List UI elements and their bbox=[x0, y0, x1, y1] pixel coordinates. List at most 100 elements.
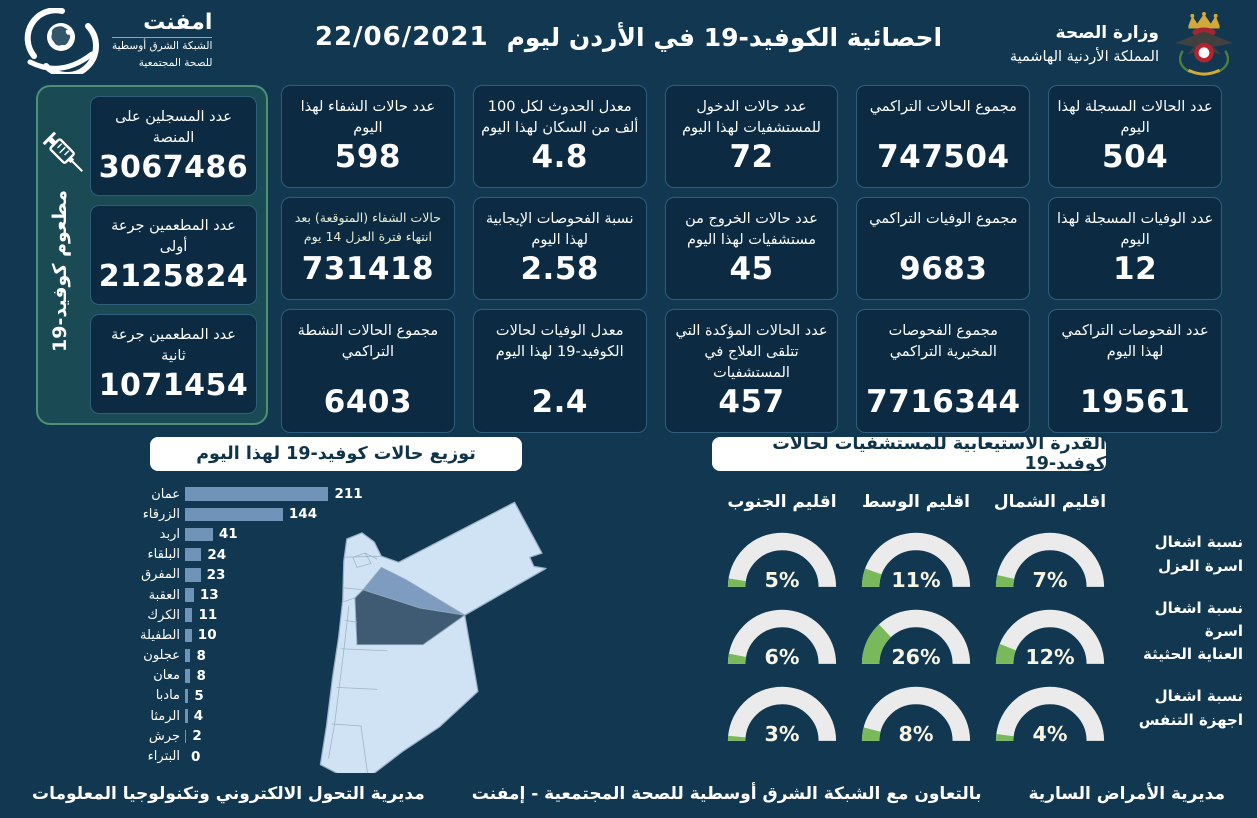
stat-label: معدل الحدوث لكل 100 ألف من السكان لهذا ا… bbox=[481, 99, 639, 137]
vaccine-card-value: 2125824 bbox=[98, 259, 249, 294]
stat-label: عدد الحالات المؤكدة التي تتلقى العلاج في… bbox=[675, 323, 828, 382]
capacity-title-badge: القدرة الاستيعابية للمستشفيات لحالات كوف… bbox=[712, 434, 1106, 474]
vaccine-card-value: 3067486 bbox=[98, 150, 249, 185]
stat-card-incidence-rate: معدل الحدوث لكل 100 ألف من السكان لهذا ا… bbox=[472, 85, 647, 189]
svg-text:5%: 5% bbox=[765, 568, 800, 592]
stat-value: 731418 bbox=[301, 251, 435, 288]
emphnet-globe-icon bbox=[24, 8, 99, 74]
bar-row: الرمثا 4 bbox=[100, 706, 370, 726]
capacity-row-label: نسبة اشغال اسرة العناية الحثيثة bbox=[1143, 598, 1243, 664]
case-bar bbox=[185, 507, 283, 522]
emphnet-name: امفنت bbox=[112, 10, 213, 38]
bar-row: عجلون 8 bbox=[100, 646, 370, 666]
bar-row: المفرق 23 bbox=[100, 565, 370, 585]
bar-row: مادبا 5 bbox=[100, 686, 370, 706]
svg-text:6%: 6% bbox=[765, 645, 800, 669]
stat-label: مجموع الفحوصات المخبرية التراكمي bbox=[888, 323, 998, 361]
region-header: اقليم الجنوب bbox=[727, 492, 837, 512]
syringe-icon bbox=[40, 129, 92, 181]
stat-card-fatality-rate: معدل الوفيات لحالات الكوفيد-19 لهذا اليو… bbox=[472, 309, 647, 434]
stat-value: 45 bbox=[729, 251, 774, 288]
vaccine-card-value: 1071454 bbox=[98, 368, 249, 403]
governorate-label: البتراء bbox=[147, 749, 180, 765]
region-header: اقليم الوسط bbox=[862, 492, 970, 512]
case-count: 41 bbox=[218, 526, 238, 543]
bar-row: العقبة 13 bbox=[100, 585, 370, 605]
bar-row: الطفيلة 10 bbox=[100, 625, 370, 645]
svg-text:26%: 26% bbox=[891, 645, 940, 669]
footer-communicable-diseases-directorate: مديرية الأمراض السارية bbox=[1028, 784, 1226, 804]
stat-value: 747504 bbox=[877, 139, 1010, 176]
case-bar bbox=[185, 527, 213, 542]
stat-value: 2.58 bbox=[520, 251, 599, 288]
stat-value: 19561 bbox=[1079, 384, 1191, 421]
case-bar bbox=[185, 648, 191, 663]
stat-label: حالات الشفاء (المتوقعة) بعد انتهاء فترة … bbox=[294, 210, 441, 244]
jordan-map bbox=[319, 501, 547, 773]
stat-label: عدد حالات الشفاء لهذا اليوم bbox=[300, 99, 436, 137]
governorate-label: عمان bbox=[151, 486, 180, 502]
svg-text:7%: 7% bbox=[1033, 568, 1068, 592]
vaccine-card-label: عدد المطعمين جرعة أولى bbox=[111, 218, 236, 256]
stat-label: عدد الحالات المسجلة لهذا اليوم bbox=[1057, 99, 1213, 137]
stat-label: مجموع الحالات النشطة التراكمي bbox=[297, 323, 439, 361]
stat-value: 457 bbox=[718, 384, 785, 421]
svg-text:3%: 3% bbox=[765, 722, 800, 746]
stat-card-deaths-today: عدد الوفيات المسجلة لهذا اليوم 12 bbox=[1048, 197, 1222, 301]
case-count: 2 bbox=[192, 728, 202, 745]
governorate-label: مادبا bbox=[155, 688, 180, 704]
stat-value: 2.4 bbox=[531, 384, 588, 421]
case-count: 144 bbox=[288, 506, 318, 523]
case-bar bbox=[185, 608, 193, 622]
vaccine-vertical-label: مطعوم كوفيد-19 bbox=[49, 190, 71, 352]
bar-row: عمان 211 bbox=[100, 484, 370, 504]
case-count: 211 bbox=[334, 486, 363, 503]
bar-row: جرش 2 bbox=[100, 726, 370, 746]
case-count: 5 bbox=[194, 687, 204, 704]
case-bar bbox=[185, 568, 201, 582]
capacity-gauge: 7% bbox=[983, 516, 1117, 593]
report-date: 22/06/2021 bbox=[314, 22, 489, 52]
jordan-coat-of-arms-icon bbox=[1174, 11, 1234, 76]
distribution-title-badge: توزيع حالات كوفيد-19 لهذا اليوم bbox=[150, 437, 522, 471]
stat-card-hospital-admissions: عدد حالات الدخول للمستشفيات لهذا اليوم 7… bbox=[664, 85, 839, 189]
vaccine-card-second-dose: عدد المطعمين جرعة ثانية 1071454 bbox=[90, 314, 257, 414]
stat-card-new-cases: عدد الحالات المسجلة لهذا اليوم 504 bbox=[1048, 85, 1222, 189]
capacity-gauge: 11% bbox=[849, 516, 983, 593]
governorate-bar-chart: عمان 211 الزرقاء 144 اربد 41 البلقاء 24 المفرق 23… bbox=[100, 484, 370, 767]
capacity-gauge: 26% bbox=[849, 593, 983, 670]
case-bar bbox=[185, 689, 189, 703]
case-count: 10 bbox=[197, 627, 217, 644]
bar-row: الكرك 11 bbox=[100, 605, 370, 625]
stat-value: 72 bbox=[729, 139, 774, 176]
stat-value: 12 bbox=[1113, 251, 1158, 288]
bar-row: البلقاء 24 bbox=[100, 545, 370, 565]
capacity-row-label: نسبة اشغال اسرة العزل bbox=[1154, 533, 1243, 575]
stat-label: عدد الوفيات المسجلة لهذا اليوم bbox=[1056, 211, 1214, 249]
case-count: 24 bbox=[207, 546, 227, 563]
stat-label: عدد حالات الخروج من مستشفيات لهذا اليوم bbox=[685, 211, 818, 249]
emphnet-line1: الشبكة الشرق أوسطية bbox=[112, 39, 213, 52]
stats-grid: عدد الحالات المسجلة لهذا اليوم 504 مجموع… bbox=[281, 85, 1222, 434]
stat-label: مجموع الحالات التراكمي bbox=[869, 99, 1017, 115]
capacity-gauge: 4% bbox=[983, 670, 1117, 747]
stat-card-expected-recoveries: حالات الشفاء (المتوقعة) بعد انتهاء فترة … bbox=[281, 197, 455, 301]
governorate-label: الرمثا bbox=[150, 708, 180, 724]
governorate-label: معان bbox=[153, 668, 180, 684]
capacity-row-label: نسبة اشغال اجهزة التنفس bbox=[1138, 687, 1243, 729]
vaccine-card-label: عدد المسجلين على المنصة bbox=[115, 109, 232, 147]
svg-text:8%: 8% bbox=[899, 722, 934, 746]
bar-row: الزرقاء 144 bbox=[100, 504, 370, 524]
case-count: 0 bbox=[191, 748, 201, 765]
bar-row: البتراء 0 bbox=[100, 746, 370, 766]
ministry-name: وزارة الصحة bbox=[1055, 23, 1159, 44]
case-count: 11 bbox=[198, 607, 218, 624]
case-bar bbox=[185, 628, 192, 643]
case-bar bbox=[185, 588, 194, 602]
stat-label: عدد حالات الدخول للمستشفيات لهذا اليوم bbox=[682, 99, 821, 137]
footer: مديرية الأمراض السارية بالتعاون مع الشبك… bbox=[0, 770, 1257, 818]
capacity-gauge: 5% bbox=[715, 516, 849, 593]
vaccine-card-label: عدد المطعمين جرعة ثانية bbox=[111, 327, 236, 365]
svg-text:12%: 12% bbox=[1025, 645, 1074, 669]
